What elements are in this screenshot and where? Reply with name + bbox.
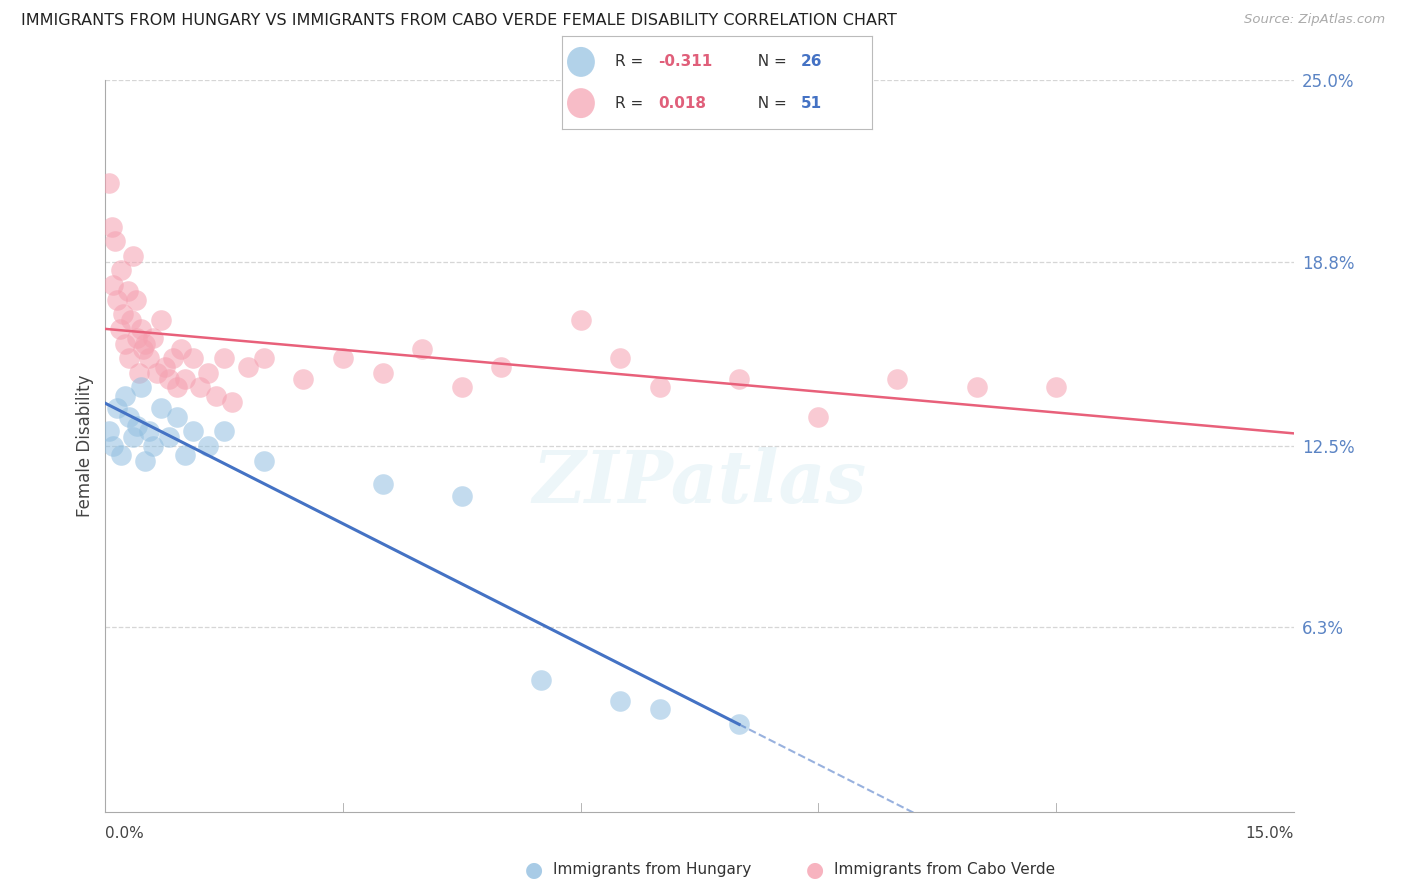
- Point: [128, 366, 150, 380]
- Point: [122, 430, 145, 444]
- Point: [728, 717, 751, 731]
- Point: [153, 359, 176, 374]
- Point: [609, 351, 631, 366]
- Point: [122, 249, 145, 263]
- Point: [221, 395, 243, 409]
- Point: [197, 366, 219, 380]
- Point: [886, 372, 908, 386]
- Point: [149, 401, 172, 415]
- Text: 0.0%: 0.0%: [105, 826, 145, 841]
- Point: [149, 313, 172, 327]
- Point: [127, 331, 149, 345]
- Point: [1045, 380, 1067, 394]
- Y-axis label: Female Disability: Female Disability: [76, 375, 94, 517]
- Point: [129, 380, 152, 394]
- Point: [648, 702, 671, 716]
- Point: [371, 366, 394, 380]
- Text: -0.311: -0.311: [658, 54, 713, 70]
- Point: [117, 284, 139, 298]
- Point: [103, 439, 125, 453]
- Text: 0.018: 0.018: [658, 95, 706, 111]
- Point: [118, 409, 141, 424]
- Point: [253, 351, 276, 366]
- Point: [108, 322, 131, 336]
- Text: 26: 26: [800, 54, 823, 70]
- Point: [146, 366, 169, 380]
- Point: [181, 425, 204, 439]
- Point: [173, 372, 195, 386]
- Point: [205, 389, 228, 403]
- Point: [110, 263, 132, 277]
- Point: [411, 343, 433, 357]
- Point: [450, 489, 472, 503]
- Point: [728, 372, 751, 386]
- Point: [162, 351, 184, 366]
- Point: [110, 448, 132, 462]
- Point: [98, 176, 121, 190]
- Point: [236, 359, 259, 374]
- Ellipse shape: [567, 47, 595, 77]
- Point: [197, 439, 219, 453]
- Point: [181, 351, 204, 366]
- Point: [569, 313, 592, 327]
- Ellipse shape: [567, 88, 595, 118]
- Text: R =: R =: [614, 54, 648, 70]
- Point: [124, 293, 146, 307]
- Point: [807, 409, 830, 424]
- Point: [214, 351, 236, 366]
- Point: [371, 477, 394, 491]
- Point: [132, 343, 155, 357]
- Text: 51: 51: [800, 95, 821, 111]
- Point: [142, 331, 165, 345]
- Text: N =: N =: [748, 95, 792, 111]
- Text: ●: ●: [526, 860, 543, 880]
- Point: [530, 673, 553, 687]
- Point: [450, 380, 472, 394]
- Text: ●: ●: [807, 860, 824, 880]
- Point: [166, 409, 188, 424]
- Point: [142, 439, 165, 453]
- Point: [120, 313, 142, 327]
- Point: [966, 380, 988, 394]
- Text: Source: ZipAtlas.com: Source: ZipAtlas.com: [1244, 13, 1385, 27]
- Text: IMMIGRANTS FROM HUNGARY VS IMMIGRANTS FROM CABO VERDE FEMALE DISABILITY CORRELAT: IMMIGRANTS FROM HUNGARY VS IMMIGRANTS FR…: [21, 13, 897, 29]
- Point: [105, 293, 128, 307]
- Point: [157, 430, 180, 444]
- Point: [138, 351, 160, 366]
- Point: [157, 372, 180, 386]
- Point: [134, 453, 156, 467]
- Point: [101, 219, 124, 234]
- Point: [253, 453, 276, 467]
- Point: [105, 401, 128, 415]
- Point: [118, 351, 141, 366]
- Point: [98, 425, 121, 439]
- Point: [292, 372, 315, 386]
- Point: [170, 343, 193, 357]
- Point: [214, 425, 236, 439]
- Text: Immigrants from Hungary: Immigrants from Hungary: [553, 863, 751, 877]
- Point: [111, 307, 134, 321]
- Point: [134, 336, 156, 351]
- Text: 15.0%: 15.0%: [1246, 826, 1294, 841]
- Text: Immigrants from Cabo Verde: Immigrants from Cabo Verde: [834, 863, 1054, 877]
- Text: ZIPatlas: ZIPatlas: [533, 447, 866, 518]
- Point: [332, 351, 354, 366]
- Point: [138, 425, 160, 439]
- Text: R =: R =: [614, 95, 648, 111]
- Point: [491, 359, 513, 374]
- Point: [166, 380, 188, 394]
- Point: [127, 418, 149, 433]
- Point: [190, 380, 212, 394]
- Text: N =: N =: [748, 54, 792, 70]
- Point: [129, 322, 152, 336]
- Point: [609, 693, 631, 707]
- Point: [114, 336, 136, 351]
- Point: [648, 380, 671, 394]
- Point: [103, 278, 125, 293]
- Point: [173, 448, 195, 462]
- Point: [104, 234, 127, 248]
- Point: [114, 389, 136, 403]
